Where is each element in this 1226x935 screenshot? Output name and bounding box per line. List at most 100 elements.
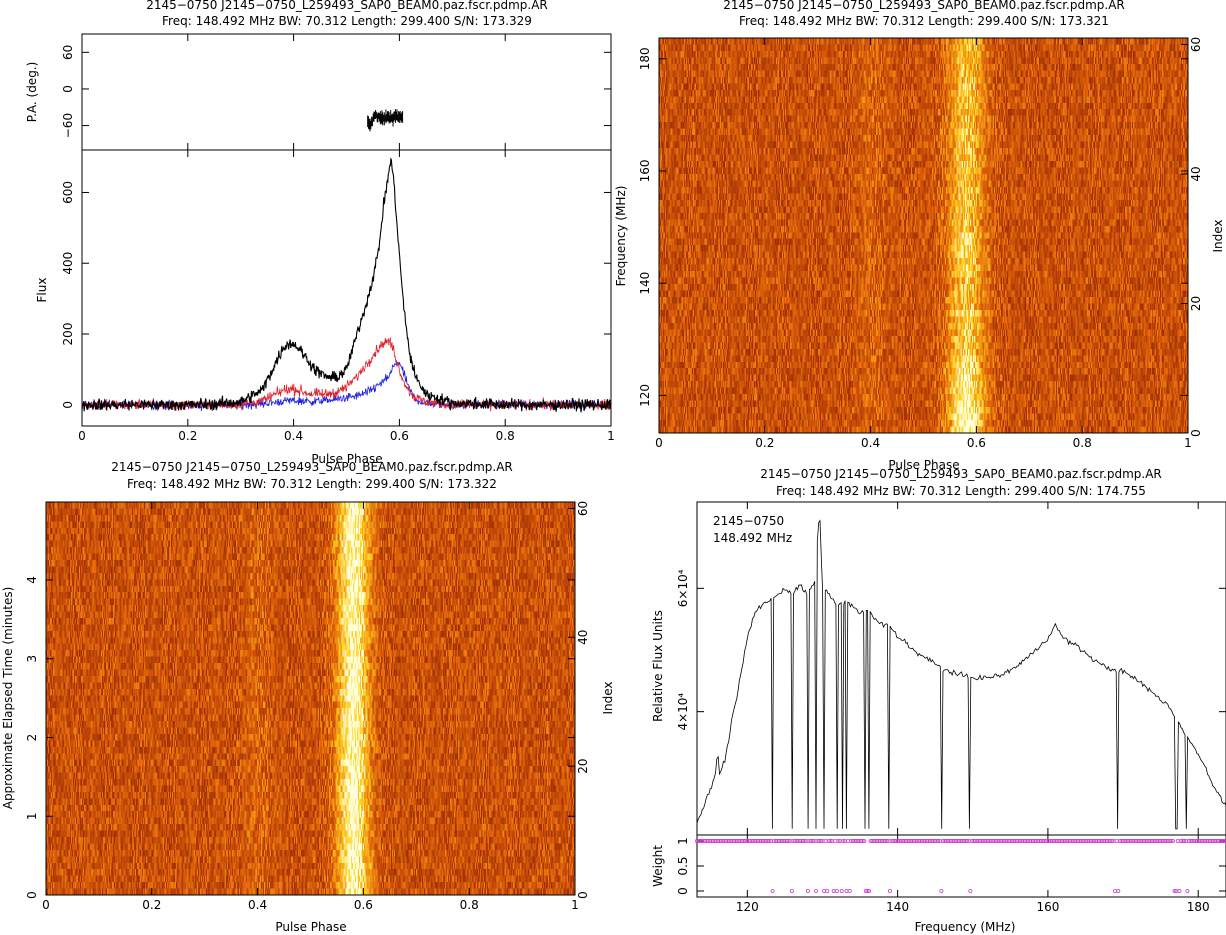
- profile-panel: 2145−0750 J2145−0750_L259493_SAP0_BEAM0.…: [25, 0, 615, 466]
- time-phase-ytick-label: 3: [25, 655, 39, 663]
- time-phase-y2tick-label: 0: [576, 891, 590, 899]
- weight-ytick-label: 0.5: [676, 856, 690, 875]
- weight-point: [786, 839, 791, 844]
- weight-point: [822, 889, 827, 894]
- weight-point: [813, 889, 818, 894]
- freq-phase-ytick-label: 120: [638, 384, 652, 407]
- freq-phase-y2tick-label: 20: [1189, 296, 1203, 311]
- pa-ytick-label: −60: [61, 113, 75, 138]
- freq-phase-ytick-label: 140: [638, 272, 652, 295]
- weight-point: [939, 889, 944, 894]
- bandpass-ylabel: Relative Flux Units: [651, 610, 665, 722]
- weight-point: [887, 889, 892, 894]
- weight-point: [968, 889, 973, 894]
- bandpass-flux-plot: 4×10⁴ 6×10⁴: [676, 501, 1226, 836]
- weight-point: [936, 839, 941, 844]
- weight-point: [1113, 889, 1118, 894]
- time-phase-xtick-label: 0.6: [354, 898, 373, 912]
- flux-plot: 0 0.2 0.4 0.6 0.8 1 0 200 400 600: [61, 149, 615, 443]
- bandpass-weight-plot: 120 140 160 180 0 0.5 1: [676, 834, 1226, 914]
- weight-point: [847, 889, 852, 894]
- bandpass-subtitle: Freq: 148.492 MHz BW: 70.312 Length: 299…: [776, 484, 1146, 498]
- pa-frame: [81, 33, 612, 151]
- weight-point: [789, 889, 794, 894]
- weight-point: [1170, 839, 1175, 844]
- freq-phase-xtick-label: 0.2: [755, 436, 774, 450]
- weight-point: [818, 839, 823, 844]
- weight-point: [1109, 839, 1114, 844]
- weight-point: [846, 839, 851, 844]
- flux-ylabel: Flux: [35, 278, 49, 303]
- weight-xtick-label: 120: [736, 900, 759, 914]
- time-phase-xtick-label: 1: [571, 898, 579, 912]
- weight-point: [833, 839, 838, 844]
- freq-phase-panel: 2145−0750 J2145−0750_L259493_SAP0_BEAM0.…: [614, 0, 1225, 472]
- time-phase-title: 2145−0750 J2145−0750_L259493_SAP0_BEAM0.…: [111, 460, 513, 474]
- time-phase-image: [46, 502, 575, 895]
- profile-title: 2145−0750 J2145−0750_L259493_SAP0_BEAM0.…: [146, 0, 548, 12]
- bandpass-panel: 2145−0750 J2145−0750_L259493_SAP0_BEAM0.…: [651, 467, 1226, 934]
- time-phase-xlabel: Pulse Phase: [275, 920, 346, 934]
- time-phase-xtick-label: 0.2: [142, 898, 161, 912]
- weight-point: [767, 839, 772, 844]
- weight-point: [862, 839, 867, 844]
- weight-point: [1182, 839, 1187, 844]
- bandpass-annotation-freq: 148.492 MHz: [713, 531, 792, 545]
- weight-ytick-label: 1: [676, 837, 690, 845]
- weight-point: [834, 889, 839, 894]
- flux-series-0: [81, 157, 612, 413]
- time-phase-y2label: Index: [601, 681, 615, 714]
- bandpass-title: 2145−0750 J2145−0750_L259493_SAP0_BEAM0.…: [760, 467, 1162, 481]
- time-phase-xtick-label: 0.8: [460, 898, 479, 912]
- freq-phase-xlabel: Pulse Phase: [888, 458, 959, 472]
- time-phase-y2tick-label: 40: [576, 630, 590, 645]
- weight-point: [1224, 839, 1226, 843]
- time-phase-ylabel: Approximate Elapsed Time (minutes): [1, 587, 15, 810]
- freq-phase-y2tick-label: 60: [1189, 37, 1203, 52]
- flux-ytick-label: 0: [61, 401, 75, 409]
- time-phase-ytick-label: 4: [25, 576, 39, 584]
- weight-point: [1114, 839, 1119, 844]
- weight-point: [860, 839, 865, 844]
- weight-xtick-label: 140: [886, 900, 909, 914]
- bandpass-line: [696, 519, 1226, 830]
- weight-point: [836, 839, 841, 844]
- time-phase-y2tick-label: 20: [576, 759, 590, 774]
- pa-ytick-label: 0: [61, 85, 75, 93]
- weight-point: [823, 839, 828, 844]
- weight-point: [1175, 839, 1180, 844]
- freq-phase-y2label: Index: [1211, 219, 1225, 252]
- weight-point: [825, 889, 830, 894]
- weight-point: [1172, 889, 1177, 894]
- bandpass-ytick-label: 4×10⁴: [676, 693, 690, 731]
- time-phase-ytick-label: 1: [25, 812, 39, 820]
- freq-phase-xtick-label: 0.8: [1073, 436, 1092, 450]
- flux-xtick-label: 0: [78, 429, 86, 443]
- weight-point: [805, 889, 810, 894]
- freq-phase-ytick-label: 180: [638, 47, 652, 70]
- weight-ylabel: Weight: [651, 845, 665, 887]
- freq-phase-xtick-label: 0.6: [967, 436, 986, 450]
- time-phase-panel: 2145−0750 J2145−0750_L259493_SAP0_BEAM0.…: [1, 460, 615, 934]
- bandpass-xlabel: Frequency (MHz): [915, 920, 1016, 934]
- freq-phase-heatmap: 0 0.2 0.4 0.6 0.8 1 120 140 160 180 0 20 40 60: [638, 37, 1203, 450]
- weight-point: [884, 839, 889, 844]
- time-phase-ytick-label: 2: [25, 734, 39, 742]
- weight-ytick-label: 0: [676, 887, 690, 895]
- freq-phase-frame: [658, 37, 1189, 434]
- freq-phase-xtick-label: 0.4: [861, 436, 880, 450]
- weight-point: [828, 839, 833, 844]
- weight-xtick-label: 180: [1187, 900, 1210, 914]
- freq-phase-xtick-label: 0: [655, 436, 663, 450]
- pa-ylabel: P.A. (deg.): [25, 62, 39, 123]
- freq-phase-image: [659, 38, 1188, 433]
- pa-ytick-label: 60: [61, 45, 75, 60]
- bandpass-frame: [696, 501, 1226, 836]
- weight-point: [1185, 889, 1190, 894]
- weight-point: [965, 839, 970, 844]
- weight-point: [839, 889, 844, 894]
- weight-point: [844, 889, 849, 894]
- freq-phase-y2tick-label: 0: [1189, 429, 1203, 437]
- time-phase-ytick-label: 0: [25, 891, 39, 899]
